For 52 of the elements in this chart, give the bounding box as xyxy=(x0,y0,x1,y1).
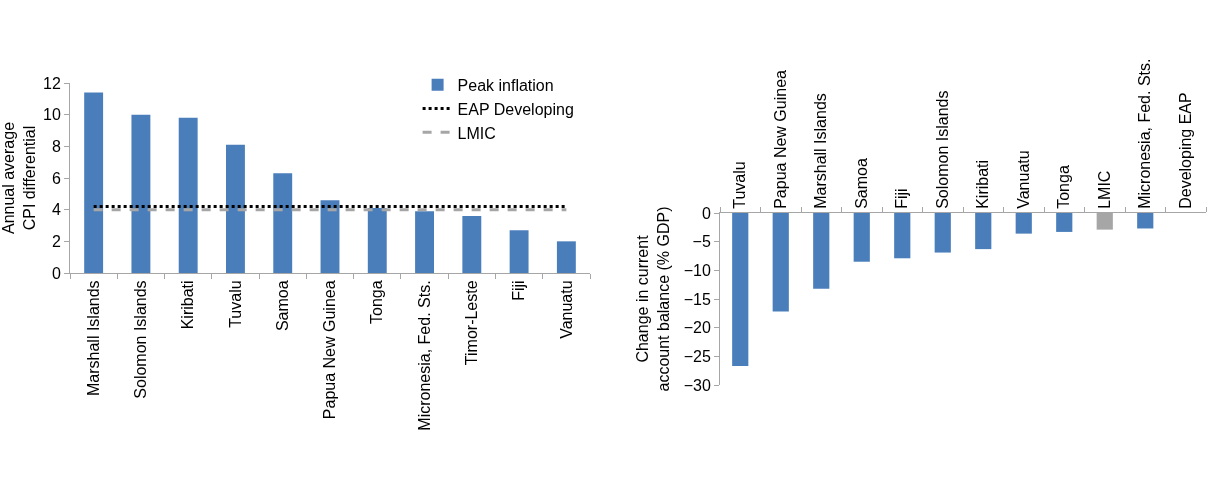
y-axis-title: Annual average CPI differential xyxy=(0,121,38,235)
y-tick-label: 4 xyxy=(51,201,61,219)
x-tick-label: Kiribati xyxy=(974,159,992,209)
y-tick-label: 0 xyxy=(51,264,61,282)
bar xyxy=(226,144,245,273)
legend-label: Peak inflation xyxy=(457,76,554,94)
bar xyxy=(509,230,529,273)
y-tick-label: −30 xyxy=(683,376,711,394)
x-tick-label: Micronesia, Fed. Sts. xyxy=(1136,58,1154,209)
y-tick-label: 8 xyxy=(51,137,61,155)
bar xyxy=(320,200,340,273)
x-tick-label: Vanuatu xyxy=(1014,150,1032,209)
y-tick-label: 0 xyxy=(701,204,711,222)
bar xyxy=(273,173,293,273)
x-tick-label: Tonga xyxy=(1055,165,1073,209)
bar xyxy=(178,117,198,273)
y-tick-label: 12 xyxy=(43,74,61,92)
bar xyxy=(415,211,434,273)
x-tick-label: Tonga xyxy=(368,280,386,324)
bar xyxy=(556,241,576,273)
x-tick-label: Samoa xyxy=(273,280,291,332)
y-tick-label: 6 xyxy=(51,169,61,187)
x-tick-label: Papua New Guinea xyxy=(321,280,339,420)
x-tick-label: Micronesia, Fed. Sts. xyxy=(415,280,433,431)
x-tick-label: Papua New Guinea xyxy=(771,69,789,209)
bar xyxy=(462,216,482,273)
x-tick-label: Tuvalu xyxy=(226,280,244,328)
y-tick-label: −25 xyxy=(683,347,711,365)
legend-label: EAP Developing xyxy=(457,100,574,118)
x-tick-label: Developing EAP xyxy=(1176,92,1194,209)
y-tick-label: −15 xyxy=(683,290,711,308)
y-tick-label: −20 xyxy=(683,319,711,337)
y-tick-label: −5 xyxy=(692,233,711,251)
x-tick-label: Vanuatu xyxy=(557,280,575,339)
x-tick-label: Samoa xyxy=(852,158,870,209)
y-tick-label: 2 xyxy=(51,232,61,250)
x-tick-label: Fiji xyxy=(510,280,528,301)
x-tick-label: Solomon Islands xyxy=(933,90,951,209)
x-tick-label: Solomon Islands xyxy=(132,280,150,399)
bar xyxy=(367,208,387,273)
x-tick-label: Tuvalu xyxy=(731,161,749,209)
y-tick-label: −10 xyxy=(683,261,711,279)
bar xyxy=(131,114,151,273)
x-tick-label: Timor-Leste xyxy=(463,280,481,366)
x-tick-label: Fiji xyxy=(893,188,911,209)
y-axis-title: Change in current account balance (% GDP) xyxy=(633,206,672,392)
x-tick-label: Kiribati xyxy=(179,280,197,330)
y-tick-label: 10 xyxy=(43,106,61,124)
bar xyxy=(84,92,104,273)
x-tick-label: LMIC xyxy=(1095,170,1113,209)
x-tick-label: Marshall Islands xyxy=(812,93,830,209)
x-tick-label: Marshall Islands xyxy=(84,280,102,397)
